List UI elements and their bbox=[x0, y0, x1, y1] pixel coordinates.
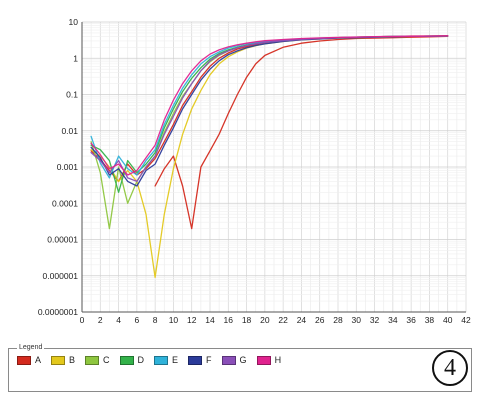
legend-item: H bbox=[256, 355, 282, 365]
y-tick-label: 10 bbox=[69, 17, 79, 27]
panel-number-badge: 4 bbox=[432, 350, 468, 386]
y-tick-label: 1 bbox=[73, 53, 78, 63]
y-tick-label: 0.0001 bbox=[52, 198, 78, 208]
x-tick-label: 20 bbox=[260, 315, 270, 325]
legend-swatch bbox=[17, 355, 31, 365]
series-line bbox=[90, 35, 449, 179]
legend-item: A bbox=[17, 355, 41, 365]
legend-swatch bbox=[51, 355, 66, 365]
legend-label: D bbox=[137, 355, 145, 365]
x-tick-label: 6 bbox=[134, 315, 139, 325]
legend: Legend A B C D E F G H bbox=[8, 343, 472, 392]
y-tick-label: 0.01 bbox=[61, 126, 78, 136]
y-tick-label: 0.000001 bbox=[43, 271, 79, 281]
legend-label: E bbox=[172, 355, 179, 365]
x-tick-label: 40 bbox=[443, 315, 453, 325]
legend-swatch bbox=[256, 355, 271, 365]
legend-item: C bbox=[85, 355, 110, 365]
y-tick-label: 0.00001 bbox=[47, 235, 78, 245]
legend-label: B bbox=[69, 355, 76, 365]
axes bbox=[81, 22, 466, 313]
legend-items: A B C D E F G H bbox=[17, 355, 291, 365]
x-tick-label: 42 bbox=[461, 315, 471, 325]
legend-item: D bbox=[119, 355, 145, 365]
series-H bbox=[90, 35, 449, 176]
y-tick-label: 0.001 bbox=[57, 162, 79, 172]
x-tick-label: 26 bbox=[315, 315, 325, 325]
x-tick-label: 4 bbox=[116, 315, 121, 325]
x-tick-label: 2 bbox=[98, 315, 103, 325]
x-tick-label: 12 bbox=[187, 315, 197, 325]
legend-label: G bbox=[239, 355, 247, 365]
legend-title: Legend bbox=[17, 343, 45, 353]
legend-swatch bbox=[85, 355, 100, 365]
legend-swatch bbox=[119, 355, 134, 365]
legend-item: B bbox=[51, 355, 75, 365]
series-E bbox=[90, 35, 449, 179]
y-tick-label: 0.0000001 bbox=[38, 307, 78, 317]
x-tick-label: 18 bbox=[242, 315, 252, 325]
series-line bbox=[154, 35, 449, 230]
x-tick-labels: 0 2 4 6 8 10 12 14 16 18 20 22 24 26 28 30 32 34 36 38 40 42 bbox=[80, 315, 471, 325]
series-line bbox=[90, 35, 449, 176]
x-tick-label: 16 bbox=[224, 315, 234, 325]
x-tick-label: 30 bbox=[352, 315, 362, 325]
x-tick-label: 0 bbox=[80, 315, 85, 325]
y-tick-labels: 0.0000001 0.000001 0.00001 0.0001 0.001 0.01 0… bbox=[38, 17, 78, 317]
y-tick-label: 0.1 bbox=[66, 90, 78, 100]
grid-lines bbox=[81, 21, 467, 313]
amplification-chart: 0 2 4 6 8 10 12 14 16 18 20 22 24 26 28 30 32 34 36 38 40 42 … bbox=[38, 17, 471, 325]
x-tick-label: 8 bbox=[153, 315, 158, 325]
x-tick-label: 22 bbox=[278, 315, 288, 325]
x-tick-label: 24 bbox=[297, 315, 307, 325]
legend-swatch bbox=[221, 355, 236, 365]
legend-label: C bbox=[103, 355, 110, 365]
legend-label: F bbox=[206, 355, 212, 365]
x-tick-label: 34 bbox=[388, 315, 398, 325]
legend-item: F bbox=[188, 355, 212, 365]
x-tick-label: 10 bbox=[169, 315, 179, 325]
x-tick-label: 28 bbox=[333, 315, 343, 325]
x-tick-label: 36 bbox=[406, 315, 416, 325]
x-tick-label: 32 bbox=[370, 315, 380, 325]
legend-label: H bbox=[274, 355, 282, 365]
legend-swatch bbox=[188, 355, 203, 365]
series-lines bbox=[90, 35, 449, 279]
legend-label: A bbox=[35, 355, 42, 365]
legend-item: G bbox=[221, 355, 247, 365]
x-tick-label: 38 bbox=[425, 315, 435, 325]
legend-item: E bbox=[154, 355, 178, 365]
x-tick-label: 14 bbox=[205, 315, 215, 325]
legend-swatch bbox=[154, 355, 169, 365]
